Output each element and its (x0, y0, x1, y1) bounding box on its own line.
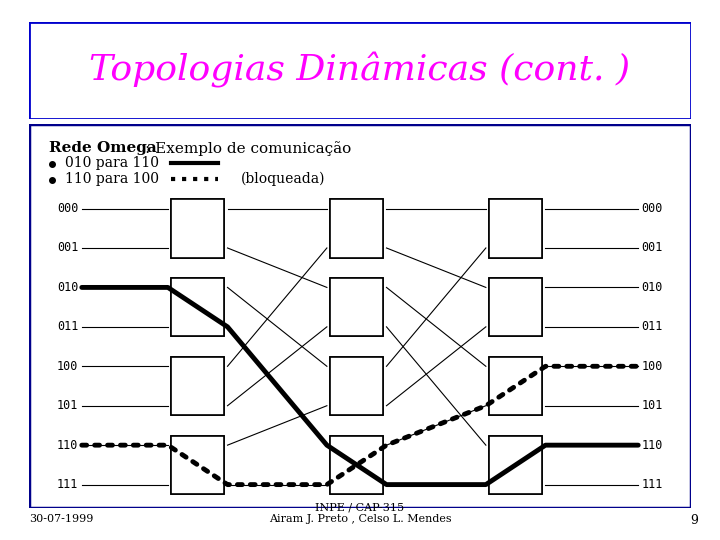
Text: 100: 100 (57, 360, 78, 373)
Text: 000: 000 (57, 202, 78, 215)
Text: 101: 101 (642, 399, 663, 412)
Text: 111: 111 (642, 478, 663, 491)
Text: 9: 9 (690, 514, 698, 526)
Text: 100: 100 (642, 360, 663, 373)
Bar (171, 199, 224, 258)
Text: 001: 001 (642, 241, 663, 254)
Bar (171, 278, 224, 336)
Text: 101: 101 (57, 399, 78, 412)
Text: 111: 111 (57, 478, 78, 491)
Bar (171, 436, 224, 494)
Text: 001: 001 (57, 241, 78, 254)
Bar (489, 278, 542, 336)
Bar (171, 199, 224, 258)
Text: 011: 011 (642, 320, 663, 333)
Bar (330, 357, 383, 415)
Text: Topologias Dinâmicas (cont. ): Topologias Dinâmicas (cont. ) (89, 52, 631, 88)
Bar (330, 199, 383, 258)
Bar (489, 199, 542, 258)
Text: 010: 010 (642, 281, 663, 294)
Text: INPE / CAP-315
Airam J. Preto , Celso L. Mendes: INPE / CAP-315 Airam J. Preto , Celso L.… (269, 502, 451, 524)
Bar (489, 436, 542, 494)
Bar (489, 357, 542, 415)
Text: 110 para 100: 110 para 100 (66, 172, 159, 186)
Bar (489, 199, 542, 258)
Text: 010 para 110: 010 para 110 (66, 156, 159, 170)
Text: 010: 010 (57, 281, 78, 294)
Bar (330, 199, 383, 258)
Bar (171, 357, 224, 415)
Text: 110: 110 (642, 438, 663, 451)
Bar (330, 436, 383, 494)
Bar (489, 357, 542, 415)
Bar (171, 357, 224, 415)
Text: 000: 000 (642, 202, 663, 215)
Bar (171, 278, 224, 336)
Text: 110: 110 (57, 438, 78, 451)
Text: 30-07-1999: 30-07-1999 (29, 514, 93, 524)
FancyBboxPatch shape (29, 124, 691, 508)
Bar (330, 436, 383, 494)
Bar (330, 278, 383, 336)
Text: (bloqueada): (bloqueada) (240, 171, 325, 186)
Bar (171, 436, 224, 494)
Bar (489, 278, 542, 336)
Text: 011: 011 (57, 320, 78, 333)
Bar (330, 357, 383, 415)
Text: : Exemplo de comunicação: : Exemplo de comunicação (145, 141, 351, 156)
Bar (330, 278, 383, 336)
Bar (489, 436, 542, 494)
FancyBboxPatch shape (29, 22, 691, 119)
Text: Rede Omega: Rede Omega (49, 141, 156, 156)
